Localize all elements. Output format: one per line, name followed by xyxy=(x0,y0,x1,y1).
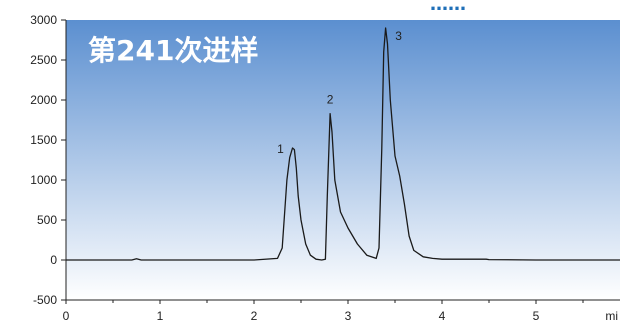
plot-background xyxy=(66,20,620,300)
overlay-title: 第241次进样 xyxy=(88,34,258,67)
peak-label-2: 2 xyxy=(327,93,334,107)
chromatogram-line xyxy=(66,27,620,261)
header-fragment: …… xyxy=(430,0,466,15)
y-tick-label: 1000 xyxy=(30,173,57,187)
x-tick-label: 0 xyxy=(63,309,70,323)
y-tick-label: 500 xyxy=(37,213,57,227)
tick-marks: 3000 2500 2000 1500 1000 500 0 -500 0 1 2 3 4 5 mi xyxy=(30,13,618,323)
y-tick-label: -500 xyxy=(33,293,57,307)
x-tick-label: 4 xyxy=(439,309,446,323)
peak-labels: 1 2 3 xyxy=(277,29,402,156)
x-tick-label: 3 xyxy=(345,309,352,323)
y-tick-label: 0 xyxy=(50,253,57,267)
y-tick-label: 2000 xyxy=(30,93,57,107)
y-tick-label: 3000 xyxy=(30,13,57,27)
axes xyxy=(65,20,620,301)
x-tick-label: 5 xyxy=(533,309,540,323)
y-tick-label: 1500 xyxy=(30,133,57,147)
x-tick-label: 1 xyxy=(157,309,164,323)
peak-label-3: 3 xyxy=(395,29,402,43)
x-axis-label: mi xyxy=(605,309,618,323)
x-tick-label: 2 xyxy=(251,309,258,323)
y-tick-label: 2500 xyxy=(30,53,57,67)
peak-label-1: 1 xyxy=(277,142,284,156)
